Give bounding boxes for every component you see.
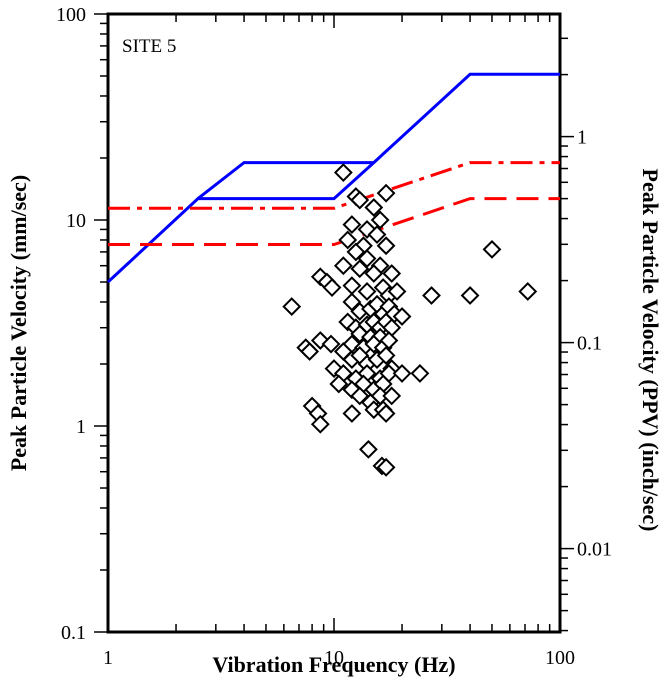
data-point (410, 363, 430, 383)
x-tick-label: 1 (103, 647, 113, 669)
data-point (350, 259, 370, 279)
plot-frame (106, 12, 562, 634)
y-axis-title: Peak Particle Velocity (mm/sec) (6, 175, 31, 471)
data-point (370, 210, 390, 230)
data-point (382, 264, 402, 283)
data-point (379, 331, 399, 350)
data-point (324, 359, 344, 378)
data-point (387, 282, 407, 301)
data-point (300, 342, 320, 361)
criterion-lines (106, 72, 560, 284)
data-point (346, 242, 366, 262)
y-tick-label: 1 (76, 416, 86, 438)
data-points (282, 163, 538, 477)
data-point (382, 386, 402, 406)
data-point (364, 264, 384, 283)
data-point (376, 183, 396, 203)
y-tick-label: 100 (56, 4, 86, 26)
data-point (364, 198, 384, 217)
data-point (357, 220, 377, 239)
data-point (342, 276, 362, 296)
data-point (422, 286, 441, 305)
site-annotation: SITE 5 (122, 36, 176, 57)
data-point (359, 439, 378, 459)
y2-tick-label: 0.1 (577, 333, 602, 355)
data-point (333, 256, 353, 276)
data-point (322, 278, 342, 297)
data-point (338, 230, 358, 250)
data-point (350, 190, 370, 210)
data-point (376, 457, 396, 477)
data-point (460, 286, 480, 305)
data-point (376, 346, 396, 365)
data-point (282, 297, 302, 316)
data-point (342, 215, 362, 235)
x-axis-title: Vibration Frequency (Hz) (212, 652, 455, 677)
x-tick-label: 100 (545, 647, 575, 669)
criterion-line-dash-dot (108, 161, 560, 210)
data-point (376, 236, 396, 256)
data-point (350, 386, 370, 406)
data-point (392, 363, 412, 383)
data-point (357, 282, 377, 301)
data-point (310, 414, 330, 434)
y-tick-label: 10 (66, 210, 86, 232)
data-point (518, 282, 538, 301)
data-point (321, 334, 341, 354)
data-point (310, 331, 330, 350)
data-point (357, 249, 377, 268)
y-tick-label: 0.1 (61, 622, 86, 644)
data-point (333, 163, 353, 182)
criterion-line-solid (106, 72, 560, 284)
axes: 1 10 100 0.1 1 10 100 0.01 0.1 1 (56, 4, 612, 669)
data-point (367, 225, 387, 244)
y2-tick-label: 0.01 (577, 539, 612, 561)
criterion-line-solid (197, 161, 374, 200)
data-point (338, 312, 358, 332)
criterion-line-dashed (108, 197, 560, 247)
x-tick-label: 10 (324, 647, 344, 669)
data-point (392, 307, 412, 326)
data-point (482, 239, 502, 259)
data-point (329, 374, 349, 394)
data-point (342, 404, 362, 423)
y2-tick-label: 1 (577, 127, 587, 149)
y2-axis-title: Peak Particle Velocity (PPV) (inch/sec) (638, 169, 663, 532)
data-point (376, 404, 396, 423)
